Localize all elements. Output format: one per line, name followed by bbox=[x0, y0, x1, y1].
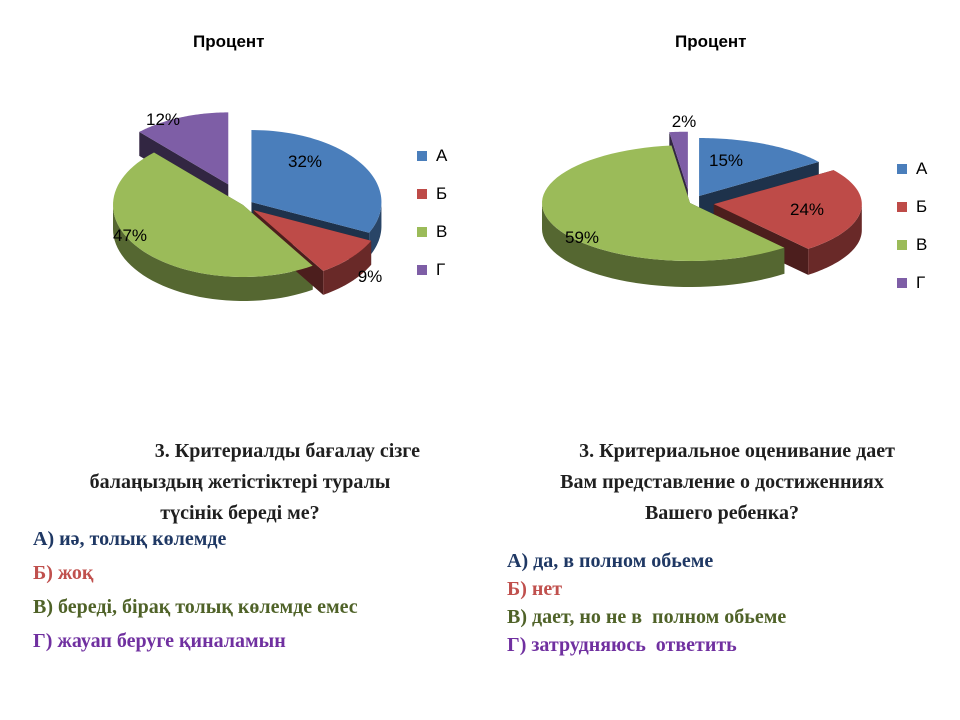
left-legend: А Б В Г bbox=[417, 137, 447, 289]
legend-swatch bbox=[897, 278, 907, 288]
pie-slice-3 bbox=[139, 112, 229, 185]
right-answers: А) да, в полном обьеме Б) нет В) дает, н… bbox=[507, 550, 786, 662]
legend-item-a: А bbox=[417, 137, 447, 175]
legend-swatch bbox=[897, 164, 907, 174]
answer-b: Б) жоқ bbox=[33, 562, 94, 584]
pie-data-label-1: 24% bbox=[790, 200, 824, 219]
legend-label: А bbox=[436, 146, 448, 165]
pie-slice-1 bbox=[713, 170, 862, 249]
legend-label: А bbox=[916, 159, 928, 178]
legend-swatch bbox=[417, 151, 427, 161]
legend-item-b: Б bbox=[417, 175, 447, 213]
answer-v: В) дает, но не в полном обьеме bbox=[507, 606, 787, 628]
pie-data-label-3: 2% bbox=[672, 112, 697, 131]
right-legend: А Б В Г bbox=[897, 150, 927, 302]
answer-g: Г) жауап беруге қиналамын bbox=[33, 630, 286, 652]
pie-slice-2 bbox=[542, 145, 785, 261]
pie-slice-0 bbox=[699, 138, 819, 197]
pie-data-label-1: 9% bbox=[358, 267, 383, 286]
left-chart-title: Процент bbox=[193, 32, 265, 51]
legend-label: Б bbox=[436, 184, 448, 203]
legend-item-v: В bbox=[417, 213, 447, 251]
question-line: Вашего ребенка? bbox=[644, 502, 800, 524]
pie-data-label-2: 59% bbox=[565, 228, 599, 247]
legend-item-a: А bbox=[897, 150, 927, 188]
legend-label: Г bbox=[436, 260, 446, 279]
left-question: 3. Критериалды бағалау сізге балаңыздың … bbox=[60, 436, 420, 529]
right-question: 3. Критериальное оценивание дает Вам пре… bbox=[512, 436, 932, 529]
legend-swatch bbox=[417, 189, 427, 199]
legend-swatch bbox=[417, 265, 427, 275]
pie-data-label-2: 47% bbox=[113, 226, 147, 245]
legend-swatch bbox=[417, 227, 427, 237]
legend-label: Г bbox=[916, 273, 926, 292]
pie-slice-1 bbox=[253, 210, 372, 271]
answer-a: А) иә, толық көлемде bbox=[33, 528, 227, 550]
legend-label: Б bbox=[916, 197, 928, 216]
pie-slice-0 bbox=[251, 130, 382, 233]
legend-swatch bbox=[897, 202, 907, 212]
legend-item-v: В bbox=[897, 226, 927, 264]
pie-slice-3 bbox=[669, 131, 688, 190]
answer-v: В) береді, бірақ толық көлемде емес bbox=[33, 596, 358, 618]
answer-b: Б) нет bbox=[507, 578, 563, 600]
legend-item-g: Г bbox=[417, 251, 447, 289]
question-line: түсінік береді ме? bbox=[160, 502, 320, 524]
pie-slice-2 bbox=[113, 152, 313, 277]
right-chart-title: Процент bbox=[675, 32, 747, 51]
question-line: Вам представление о достиженниях bbox=[560, 471, 884, 493]
question-line: 3. Критериалды бағалау сізге bbox=[154, 440, 420, 462]
question-line: балаңыздың жетістіктері туралы bbox=[89, 471, 391, 493]
legend-item-g: Г bbox=[897, 264, 927, 302]
legend-swatch bbox=[897, 240, 907, 250]
answer-g: Г) затрудняюсь ответить bbox=[507, 634, 737, 656]
legend-item-b: Б bbox=[897, 188, 927, 226]
pie-data-label-3: 12% bbox=[146, 110, 180, 129]
pie-data-label-0: 32% bbox=[288, 152, 322, 171]
pie-data-label-0: 15% bbox=[709, 151, 743, 170]
legend-label: В bbox=[916, 235, 928, 254]
legend-label: В bbox=[436, 222, 448, 241]
answer-a: А) да, в полном обьеме bbox=[507, 550, 714, 572]
left-answers: А) иә, толық көлемде Б) жоқ В) береді, б… bbox=[33, 528, 358, 664]
question-line: 3. Критериальное оценивание дает bbox=[579, 440, 895, 462]
